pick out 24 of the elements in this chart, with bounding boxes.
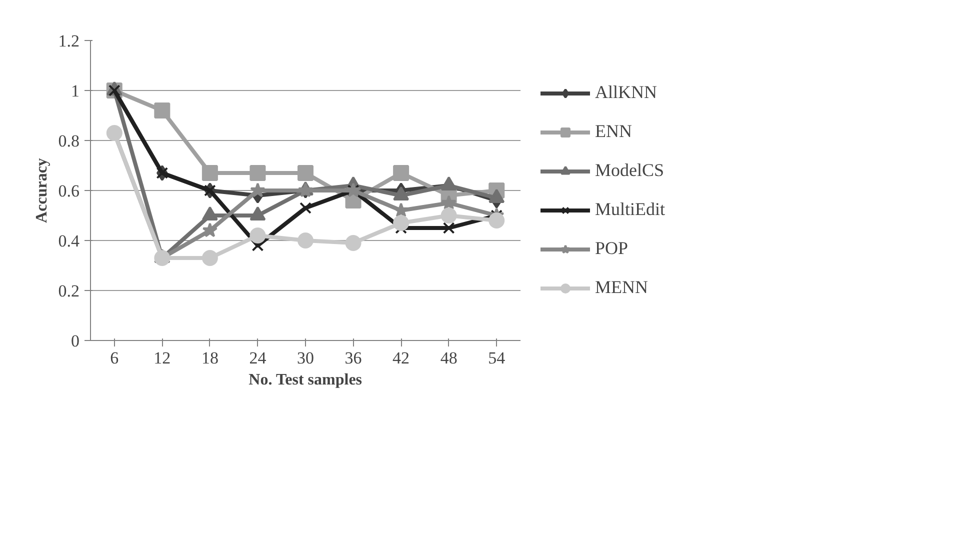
x-tick-label: 42 (392, 348, 410, 368)
x-tick-label: 54 (488, 348, 506, 368)
y-tick-label: 0 (71, 332, 80, 350)
x-axis-title: No. Test samples (248, 372, 362, 388)
y-tick-label: 0.4 (58, 232, 80, 250)
y-tick-label: 0.6 (58, 182, 80, 200)
x-tick-label: 6 (110, 348, 119, 368)
x-tick-label: 18 (201, 348, 218, 368)
y-tick-label: 1.2 (58, 32, 80, 50)
legend-label: POP (595, 238, 628, 259)
x-tick-label: 48 (440, 348, 458, 368)
legend-label: MENN (595, 277, 648, 298)
legend-label: ENN (595, 121, 632, 142)
x-tick-label: 24 (249, 348, 267, 368)
x-tick-label: 12 (154, 348, 171, 368)
legend-label: ModelCS (595, 160, 664, 181)
y-tick-label: 0.2 (58, 282, 80, 300)
x-tick-label: 30 (297, 348, 314, 368)
y-tick-label: 1 (71, 82, 80, 100)
y-axis-title: Accuracy (33, 158, 50, 223)
legend-label: AllKNN (595, 82, 657, 103)
y-tick-label: 0.8 (58, 132, 80, 150)
legend-label: MultiEdit (595, 199, 666, 220)
x-tick-label: 36 (344, 348, 362, 368)
